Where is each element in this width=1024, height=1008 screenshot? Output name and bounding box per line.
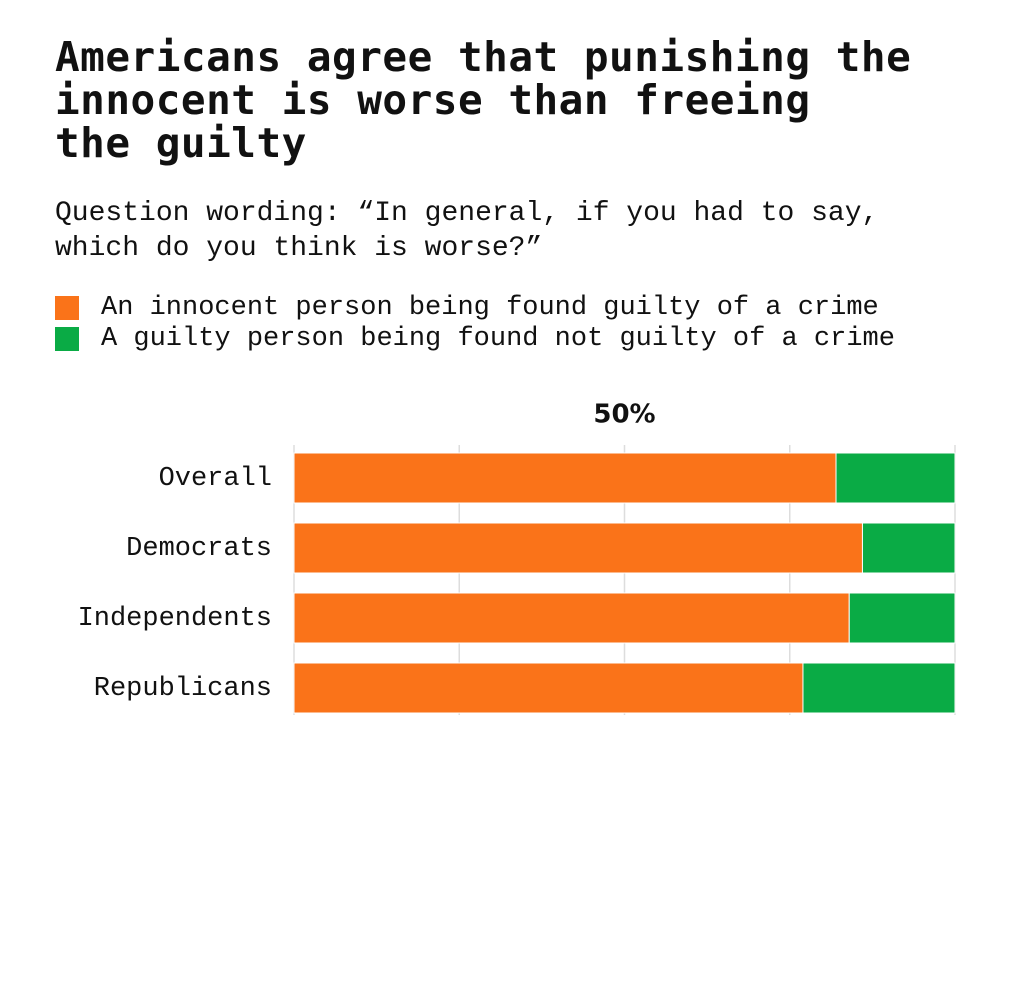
legend-swatch <box>55 326 79 351</box>
legend-label: A guilty person being found not guilty o… <box>101 323 895 354</box>
y-tick-label: Independents <box>78 604 272 634</box>
bar-segment <box>835 452 956 504</box>
y-tick-label: Democrats <box>126 534 272 564</box>
bar-segment <box>802 662 956 714</box>
bar-segment <box>293 662 804 714</box>
chart-subtitle: Question wording: “In general, if you ha… <box>55 198 879 264</box>
y-tick-label: Overall <box>159 464 272 494</box>
legend-label: An innocent person being found guilty of… <box>101 292 879 323</box>
legend-item: A guilty person being found not guilty o… <box>55 323 895 354</box>
legend-swatch <box>55 295 79 320</box>
bar-segment <box>293 592 850 644</box>
bar-segment <box>861 522 956 574</box>
x-tick-label: 50% <box>593 400 655 430</box>
legend: An innocent person being found guilty of… <box>55 292 895 354</box>
bar-segment <box>293 522 863 574</box>
bar-segment <box>293 452 837 504</box>
bar-segment <box>848 592 956 644</box>
y-tick-label: Republicans <box>94 674 272 704</box>
chart-title: Americans agree that punishing the innoc… <box>55 33 912 167</box>
legend-item: An innocent person being found guilty of… <box>55 292 895 323</box>
